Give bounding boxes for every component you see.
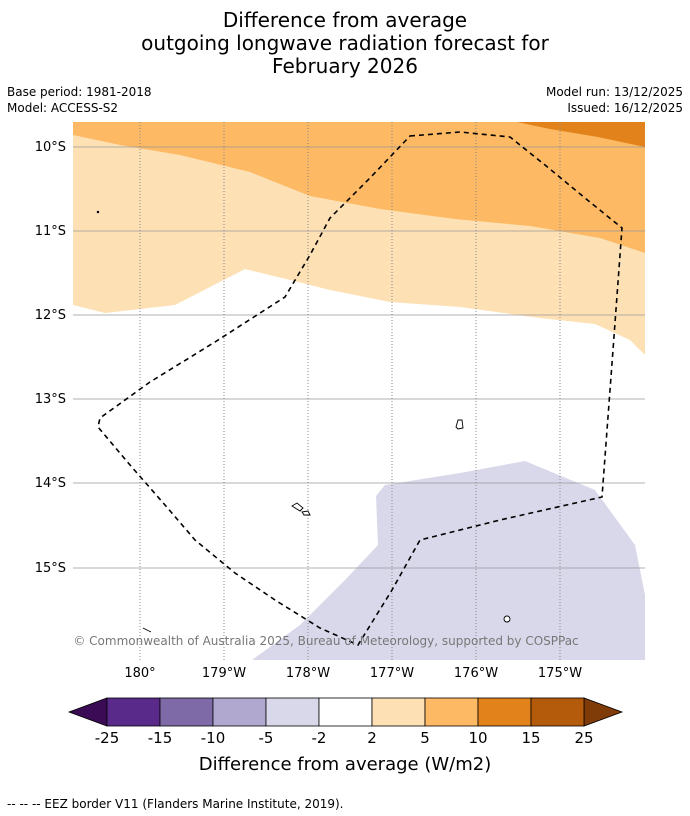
colorbar-over-arrow: [583, 697, 624, 727]
lon-label: 177°W: [370, 666, 414, 681]
colorbar-tick-label: 25: [574, 729, 593, 747]
colorbar-segment: [371, 697, 426, 727]
island-outlines: [96, 210, 511, 633]
forecast-map: 10°S 11°S 12°S 13°S 14°S 15°S 180° 179°W…: [35, 122, 645, 775]
lat-label: 10°S: [35, 140, 66, 155]
title-line-2: outgoing longwave radiation forecast for: [141, 31, 549, 55]
colorbar-segment: [424, 697, 479, 727]
colorbar-segment: [106, 697, 161, 727]
eez-border: [97, 131, 623, 647]
colorbar: -25 -15 -10 -5 -2 2 5 10 15 25: [67, 697, 624, 747]
colorbar-tick-label: -5: [259, 729, 274, 747]
colorbar-tick-label: -15: [148, 729, 173, 747]
model-run: Model run: 13/12/2025: [545, 85, 683, 99]
colorbar-segment: [159, 697, 214, 727]
anomaly-region-minus-5-to-minus-2: [252, 461, 645, 660]
longitude-labels: 180° 179°W 178°W 177°W 176°W 175°W: [124, 666, 582, 681]
issued-date: Issued: 16/12/2025: [567, 101, 683, 115]
lat-label: 13°S: [35, 392, 66, 407]
latitude-gridlines: [73, 146, 645, 569]
copyright-notice: © Commonwealth of Australia 2025, Bureau…: [73, 634, 578, 648]
colorbar-segment: [318, 697, 373, 727]
colorbar-label: Difference from average (W/m2): [199, 754, 491, 775]
colorbar-tick-label: -10: [201, 729, 226, 747]
colorbar-segment: [212, 697, 267, 727]
model-name: Model: ACCESS-S2: [7, 101, 119, 115]
colorbar-tick-label: 10: [468, 729, 487, 747]
colorbar-under-arrow: [67, 697, 108, 727]
colorbar-tick-label: 2: [367, 729, 377, 747]
lon-label: 175°W: [538, 666, 582, 681]
colorbar-segment: [265, 697, 320, 727]
title-line-3: February 2026: [272, 54, 418, 78]
anomaly-region-10-to-15: [517, 122, 645, 147]
base-period: Base period: 1981-2018: [7, 85, 152, 99]
lon-label: 178°W: [286, 666, 330, 681]
colorbar-segment: [477, 697, 532, 727]
lat-label: 11°S: [35, 224, 66, 239]
lon-label: 176°W: [454, 666, 498, 681]
lat-label: 14°S: [35, 476, 66, 491]
lon-label: 179°W: [202, 666, 246, 681]
lon-label: 180°: [124, 666, 155, 681]
colorbar-tick-label: 15: [521, 729, 540, 747]
colorbar-tick-label: -25: [95, 729, 120, 747]
lat-label: 12°S: [35, 308, 66, 323]
colorbar-tick-label: -2: [312, 729, 327, 747]
anomaly-region-5-to-10: [73, 122, 645, 253]
colorbar-segment: [530, 697, 585, 727]
eez-border-legend: -- -- -- EEZ border V11 (Flanders Marine…: [7, 797, 344, 811]
latitude-labels: 10°S 11°S 12°S 13°S 14°S 15°S: [35, 140, 66, 576]
title-line-1: Difference from average: [222, 8, 468, 32]
colorbar-tick-label: 5: [420, 729, 430, 747]
lat-label: 15°S: [35, 561, 66, 576]
